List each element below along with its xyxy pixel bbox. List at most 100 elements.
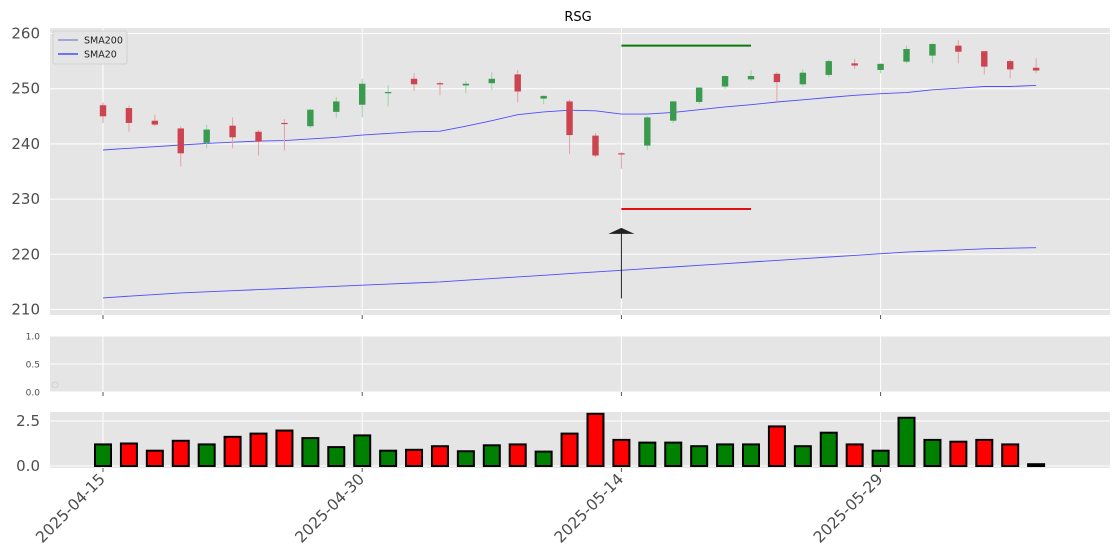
- candle: [125, 105, 133, 132]
- candle-body: [203, 129, 210, 143]
- candle: [851, 58, 858, 69]
- candle-body: [333, 101, 340, 112]
- indicator-y-tick-label: 0.5: [26, 361, 40, 371]
- candle: [1032, 58, 1040, 74]
- volume-bar: [742, 443, 760, 467]
- volume-bar: [897, 416, 916, 468]
- candle: [384, 85, 392, 107]
- volume-bar: [145, 449, 164, 468]
- candle-body: [955, 45, 962, 52]
- volume-y-axis: 0.0 2.5: [16, 412, 40, 475]
- x-axis: 2025-04-15 2025-04-30 2025-05-14 2025-05-29: [32, 470, 886, 546]
- volume-bar: [923, 438, 942, 467]
- candle-body: [229, 125, 236, 138]
- signal-arrow-head: [608, 227, 635, 234]
- volume-bar: [94, 443, 112, 467]
- candle: [359, 78, 366, 118]
- candle-body: [125, 108, 133, 123]
- candle-body: [255, 131, 262, 142]
- candle-body: [540, 95, 547, 99]
- volume-bar: [379, 449, 398, 468]
- volume-bar: [612, 438, 631, 467]
- candle: [877, 63, 884, 74]
- level-lines-layer: [621, 44, 751, 211]
- legend-label-sma20: SMA20: [84, 50, 117, 61]
- candle: [1007, 59, 1014, 79]
- candle: [592, 132, 599, 158]
- candle-body: [566, 101, 573, 136]
- volume-bar: [119, 442, 138, 467]
- indicator-y-axis: 0.0 0.5 1.0: [26, 333, 41, 399]
- candle: [955, 40, 962, 64]
- volume-bar: [456, 450, 475, 467]
- volume-bar: [197, 443, 216, 467]
- indicator-y-tick-label: 1.0: [26, 333, 41, 343]
- candle: [773, 72, 781, 102]
- candle: [151, 114, 159, 127]
- candle: [333, 96, 340, 118]
- x-tick-label: 2025-05-14: [551, 470, 627, 546]
- volume-bar: [690, 445, 709, 468]
- signal-arrow-layer: [608, 227, 635, 299]
- x-tick-label: 2025-04-15: [32, 470, 108, 546]
- candle-body: [1007, 61, 1014, 70]
- volume-bar: [560, 432, 579, 468]
- candle: [99, 102, 107, 123]
- candle-body: [903, 48, 910, 62]
- candle: [644, 116, 651, 150]
- volume-bar: [716, 443, 735, 467]
- candle: [721, 75, 729, 89]
- volume-panel: 0.0 2.5: [16, 412, 1110, 475]
- indicator-panel-grid: [50, 335, 1110, 396]
- volume-y-tick-label: 0.0: [16, 457, 40, 475]
- volume-bar: [171, 439, 190, 467]
- indicator-y-tick-label: 0.0: [26, 389, 41, 399]
- volume-bar: [508, 443, 527, 467]
- candle-body: [307, 109, 314, 127]
- candle-body: [877, 63, 884, 70]
- candle: [488, 72, 495, 90]
- price-y-tick-label: 220: [11, 245, 40, 263]
- candle-body: [981, 51, 988, 67]
- candle: [981, 51, 988, 75]
- candle: [281, 119, 288, 151]
- price-y-tick-label: 210: [11, 300, 40, 318]
- volume-bar: [767, 425, 786, 467]
- volume-bar: [275, 429, 294, 468]
- price-y-tick-label: 240: [11, 135, 40, 153]
- candle: [229, 117, 236, 149]
- candle: [410, 73, 418, 91]
- volume-bar: [793, 445, 812, 468]
- candle-body: [462, 83, 470, 86]
- candle: [307, 109, 314, 128]
- candle-body: [151, 120, 159, 125]
- candle: [540, 95, 547, 105]
- candle-body: [436, 83, 444, 85]
- candle: [255, 130, 262, 156]
- candle: [436, 81, 444, 96]
- volume-bar: [353, 434, 372, 467]
- price-y-axis: 210 220 230 240 250 260: [11, 25, 40, 319]
- candle: [825, 59, 832, 78]
- volume-bar: [430, 445, 449, 468]
- candle-body: [747, 76, 755, 80]
- candle-body: [644, 117, 651, 146]
- volume-bars-layer: [94, 412, 1046, 468]
- price-panel: 210 220 230 240 250 260 RSG SMA200 SMA20: [11, 10, 1110, 319]
- candle: [929, 43, 936, 64]
- volume-bar: [638, 441, 657, 468]
- candle-body: [592, 135, 599, 156]
- candle-body: [799, 72, 807, 85]
- candle: [618, 152, 625, 169]
- volume-bar: [327, 446, 346, 468]
- sma200-line: [102, 247, 1037, 299]
- volume-bar: [405, 448, 424, 467]
- volume-bar: [1027, 463, 1046, 468]
- price-y-tick-label: 230: [11, 190, 40, 208]
- legend: SMA200 SMA20: [52, 30, 128, 65]
- candle-body: [177, 128, 184, 154]
- candle-body: [929, 44, 936, 56]
- volume-bar: [586, 412, 605, 467]
- candle-body: [851, 63, 858, 66]
